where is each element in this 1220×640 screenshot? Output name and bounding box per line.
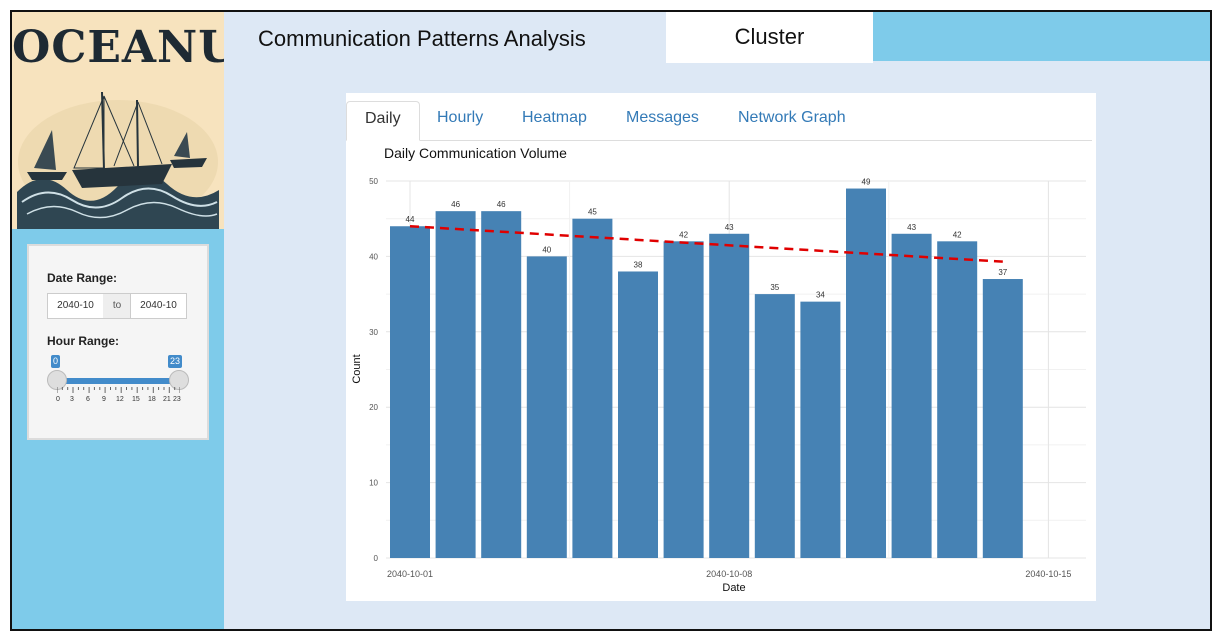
hour-min-badge: 0 [51,355,61,368]
x-tick-label: 2040-10-15 [1025,569,1071,579]
x-tick-label: 2040-10-01 [387,569,433,579]
hour-tick-label: 12 [116,396,124,403]
bar [572,218,613,558]
hour-range-label: Hour Range: [47,334,119,348]
hour-tick-label: 6 [86,396,90,403]
main-panel: Daily Hourly Heatmap Messages Network Gr… [346,93,1096,601]
x-axis-label: Date [722,582,745,594]
bar-value-label: 45 [588,208,597,217]
bar [435,211,476,558]
chart-svg: 44 46 46 40 45 38 42 43 35 34 49 43 42 37 0 10 20 30 40 50 2… [351,177,1086,594]
bar-value-label: 46 [451,200,460,209]
bar-value-label: 35 [770,283,779,292]
bar [481,211,522,558]
y-tick-label: 20 [369,403,378,412]
bar [846,188,886,558]
bar-value-label: 37 [998,268,1007,277]
chart-title: Daily Communication Volume [384,145,567,161]
tab-hourly[interactable]: Hourly [437,109,484,126]
header-strip [873,12,1210,61]
date-range-separator: to [103,293,131,319]
oceanus-logo: OCEANUS [12,12,224,229]
y-tick-label: 10 [369,479,378,488]
sidebar: OCEANUS [12,12,224,629]
bar-value-label: 42 [679,230,688,239]
cluster-nav-button[interactable]: Cluster [666,12,873,63]
bar [982,279,1023,558]
date-end-input[interactable]: 2040-10 [130,293,187,319]
bar [663,241,704,558]
tab-messages[interactable]: Messages [626,109,699,126]
ship-illustration [17,91,219,229]
tab-daily[interactable]: Daily [346,101,420,141]
page-title: Communication Patterns Analysis [258,26,586,51]
bar [754,294,795,558]
bar-value-label: 38 [634,260,643,269]
hour-tick-label: 0 [56,396,60,403]
hour-max-badge: 23 [168,355,183,368]
tab-bar: Daily Hourly Heatmap Messages Network Gr… [346,93,1092,141]
hour-tick-label: 15 [132,396,140,403]
hour-slider-ticks [57,387,180,393]
y-tick-label: 50 [369,177,378,186]
hour-tick-label: 18 [148,396,156,403]
bar [937,241,978,558]
date-start-input[interactable]: 2040-10 [47,293,104,319]
bar-value-label: 49 [862,178,871,187]
bar [390,226,430,559]
x-tick-label: 2040-10-08 [706,569,752,579]
hour-tick-label: 3 [70,396,74,403]
bar [800,301,841,558]
hour-tick-label: 21 [163,396,171,403]
bar-value-label: 43 [725,223,734,232]
hour-max-handle[interactable] [169,370,189,390]
hour-tick-label: 23 [173,396,181,403]
bar-value-label: 46 [497,200,506,209]
date-range-label: Date Range: [47,271,118,285]
y-axis-label: Count [351,354,363,383]
tab-heatmap[interactable]: Heatmap [522,109,587,126]
bar [526,256,567,558]
tab-network-graph[interactable]: Network Graph [738,109,846,126]
bar-value-label: 44 [406,215,415,224]
bar [891,233,932,558]
bar-value-label: 40 [542,245,551,254]
bar-value-label: 43 [907,223,916,232]
y-tick-label: 0 [374,554,379,563]
bar-value-label: 34 [816,291,825,300]
trend-line [409,224,1003,263]
filter-panel: Date Range: 2040-10 to 2040-10 Hour Rang… [27,244,209,440]
bar [618,271,658,558]
bar-value-label: 42 [953,230,962,239]
y-tick-label: 40 [369,252,378,261]
y-tick-label: 30 [369,328,378,337]
logo-title: OCEANUS [12,22,224,73]
app-frame: OCEANUS [10,10,1212,631]
hour-slider-range [57,378,180,384]
hour-tick-label: 9 [102,396,106,403]
bar [709,233,750,558]
